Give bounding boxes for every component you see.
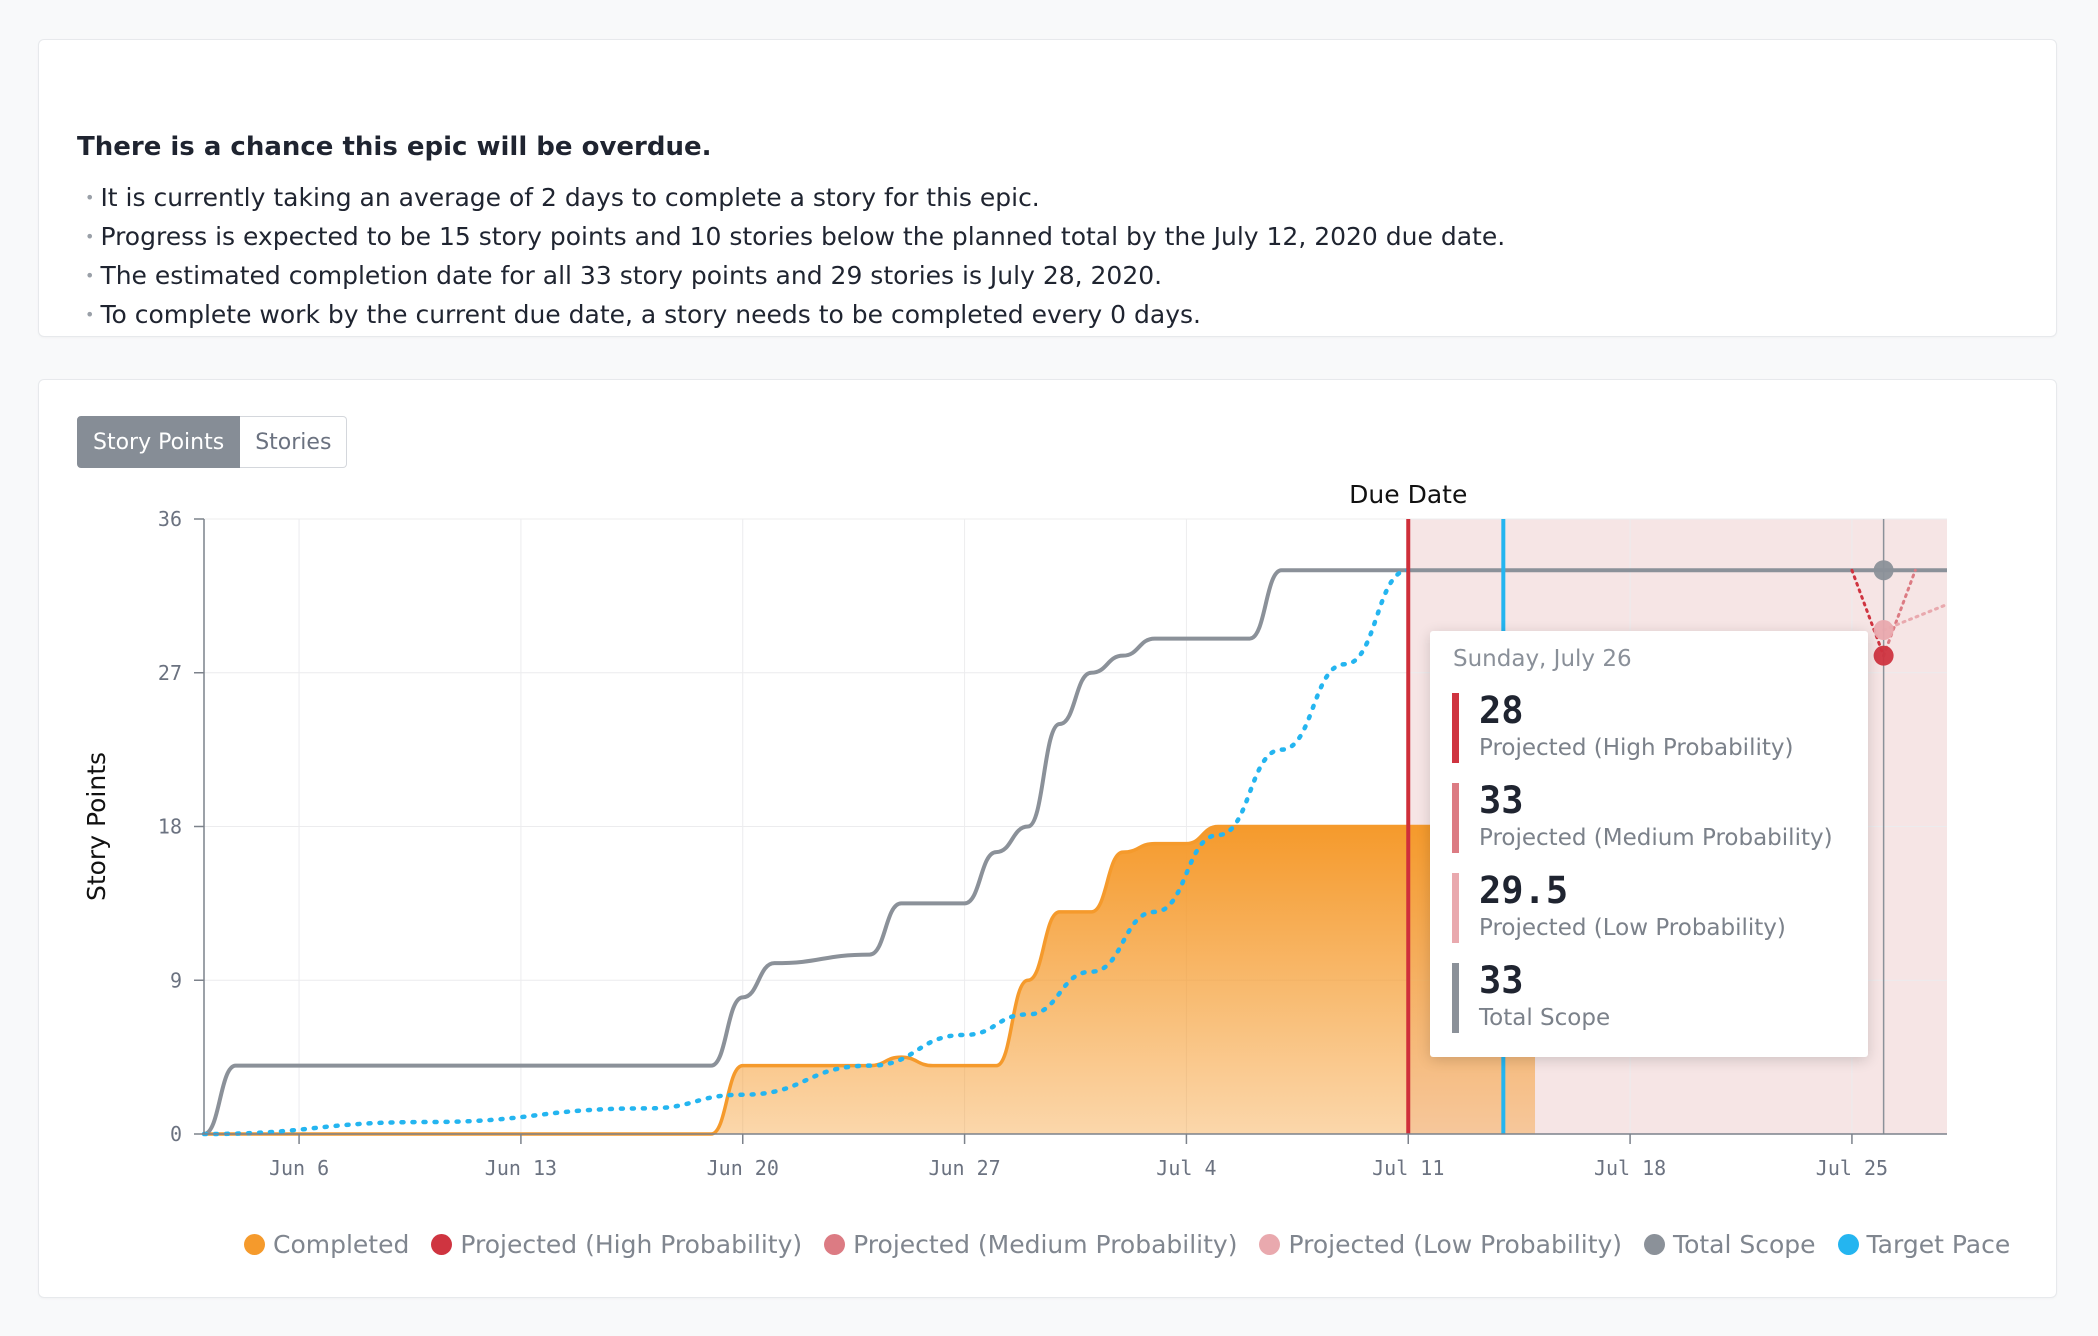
legend-label: Target Pace xyxy=(1866,1230,2011,1259)
y-tick-label: 18 xyxy=(158,815,182,839)
tooltip-label: Projected (High Probability) xyxy=(1479,735,1794,761)
y-tick-label: 36 xyxy=(158,507,182,531)
bullet-average-pace: • It is currently taking an average of 2 … xyxy=(85,180,1505,219)
bullet-completion-estimate: • The estimated completion date for all 3… xyxy=(85,258,1505,297)
bullet-dot-icon: • xyxy=(85,266,95,285)
bullet-expected-progress: • Progress is expected to be 15 story poi… xyxy=(85,219,1505,258)
legend-label: Projected (Medium Probability) xyxy=(853,1230,1238,1259)
legend-label: Projected (Low Probability) xyxy=(1288,1230,1623,1259)
tooltip-label: Projected (Medium Probability) xyxy=(1479,825,1833,851)
bullet-text: The estimated completion date for all 33… xyxy=(100,261,1163,290)
tooltip-label: Projected (Low Probability) xyxy=(1479,915,1786,941)
chart-legend: Completed Projected (High Probability) P… xyxy=(244,1230,2032,1259)
bullet-required-pace: • To complete work by the current due dat… xyxy=(85,297,1505,336)
bullet-dot-icon: • xyxy=(85,188,95,207)
legend-dot-icon xyxy=(1837,1234,1859,1255)
legend-item-total-scope[interactable]: Total Scope xyxy=(1644,1230,1816,1259)
hover-marker xyxy=(1873,620,1894,641)
total-scope-line xyxy=(203,568,1947,1136)
forecast-summary-card: There is a chance this epic will be over… xyxy=(38,39,2057,337)
legend-dot-icon xyxy=(1644,1234,1666,1255)
bullet-text: It is currently taking an average of 2 d… xyxy=(100,183,1040,212)
hover-marker xyxy=(1873,560,1894,581)
x-tick-label: Jul 4 xyxy=(1156,1156,1216,1180)
tooltip-value: 28 xyxy=(1479,689,1524,732)
legend-dot-icon xyxy=(824,1234,846,1255)
story-points-toggle-button[interactable]: Story Points xyxy=(77,416,241,468)
legend-item-projected-medium[interactable]: Projected (Medium Probability) xyxy=(824,1230,1237,1259)
x-tick-label: Jul 11 xyxy=(1372,1156,1444,1180)
legend-item-completed[interactable]: Completed xyxy=(244,1230,409,1259)
x-tick-label: Jun 27 xyxy=(928,1156,1000,1180)
bullet-text: To complete work by the current due date… xyxy=(100,300,1201,329)
legend-label: Total Scope xyxy=(1673,1230,1816,1259)
legend-item-target-pace[interactable]: Target Pace xyxy=(1837,1230,2011,1259)
y-tick-label: 9 xyxy=(170,968,182,992)
legend-dot-icon xyxy=(431,1234,453,1255)
x-tick-label: Jul 18 xyxy=(1594,1156,1666,1180)
burnup-chart-card: Story Points Stories Due Date 0 9 18 27 36 Jun… xyxy=(38,379,2057,1298)
tooltip-value: 29.5 xyxy=(1479,869,1569,912)
legend-dot-icon xyxy=(244,1234,265,1255)
y-axis-label: Story Points xyxy=(82,752,111,901)
x-tick-label: Jun 20 xyxy=(707,1156,779,1180)
tooltip-date: Sunday, July 26 xyxy=(1453,646,1632,672)
x-tick-label: Jun 6 xyxy=(269,1156,329,1180)
legend-label: Projected (High Probability) xyxy=(460,1230,803,1259)
projected-high-line xyxy=(1850,568,1886,658)
tooltip-value: 33 xyxy=(1479,959,1524,1002)
due-date-label: Due Date xyxy=(1349,480,1467,509)
tooltip-color-bar xyxy=(1452,693,1459,763)
bullet-dot-icon: • xyxy=(85,227,95,246)
y-tick-label: 0 xyxy=(170,1122,182,1146)
bullet-text: Progress is expected to be 15 story poin… xyxy=(100,222,1506,251)
completed-line xyxy=(204,824,1536,1136)
projected-low-line xyxy=(1882,602,1949,632)
forecast-bullet-list: • It is currently taking an average of 2 … xyxy=(85,180,1505,336)
bullet-dot-icon: • xyxy=(85,305,95,324)
legend-item-projected-high[interactable]: Projected (High Probability) xyxy=(431,1230,802,1259)
tooltip-color-bar xyxy=(1452,963,1459,1033)
tooltip-color-bar xyxy=(1452,783,1459,853)
hover-marker xyxy=(1873,645,1894,666)
chart-tooltip: Sunday, July 26 28 Projected (High Proba… xyxy=(1430,631,1868,1057)
overdue-warning-title: There is a chance this epic will be over… xyxy=(77,132,712,162)
legend-label: Completed xyxy=(273,1230,410,1259)
legend-dot-icon xyxy=(1259,1234,1281,1255)
completed-area xyxy=(204,826,1536,1134)
stories-toggle-button[interactable]: Stories xyxy=(240,416,348,468)
x-tick-label: Jun 13 xyxy=(485,1156,557,1180)
tooltip-value: 33 xyxy=(1479,779,1524,822)
metric-toggle: Story Points Stories xyxy=(77,416,348,468)
projected-medium-line xyxy=(1882,568,1917,658)
target-pace-line xyxy=(201,568,1411,1137)
y-tick-label: 27 xyxy=(158,661,182,685)
tooltip-label: Total Scope xyxy=(1479,1005,1611,1031)
tooltip-color-bar xyxy=(1452,873,1459,943)
x-tick-label: Jul 25 xyxy=(1816,1156,1888,1180)
legend-item-projected-low[interactable]: Projected (Low Probability) xyxy=(1259,1230,1622,1259)
